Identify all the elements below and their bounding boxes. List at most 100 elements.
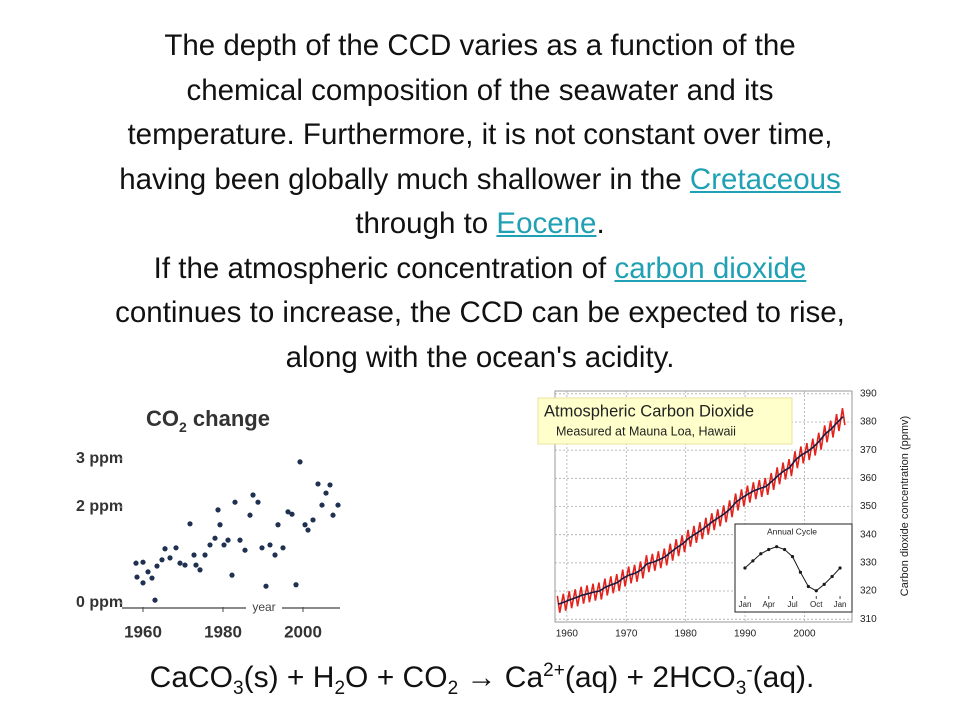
point [182,562,188,568]
y-tick-label: 360 [860,473,877,484]
subscript: 2 [179,419,187,435]
text: CO [146,406,179,431]
y-tick-label: 390 [860,388,877,399]
point [285,509,291,515]
point [250,492,256,498]
x-tick-label: Jul [787,600,797,609]
chart: 1960 1970 1980 1990 2000 310 320 330 340 350 360 37… [537,388,911,640]
point [315,481,321,487]
point [197,567,203,573]
text-line: continues to increase, the CCD can be ex… [0,291,960,336]
x-tick-label: 1970 [615,629,638,640]
y-tick-label: 320 [860,586,877,597]
superscript: - [746,660,753,681]
point [263,583,269,589]
point [149,575,155,581]
point [140,559,146,565]
link[interactable]: Eocene [496,207,597,240]
marker [798,570,803,574]
point [327,482,333,488]
subscript: 2 [447,678,459,699]
x-tick-label: Jan [834,600,847,609]
inset-frame [734,523,853,613]
point [302,522,308,528]
point [272,552,278,558]
point [193,562,199,568]
point [259,545,265,551]
point [152,597,158,603]
point [293,582,299,588]
title-box [537,397,793,445]
point [232,499,238,505]
point [267,542,273,548]
x-axis-label: year [252,600,275,614]
point [215,507,221,513]
link[interactable]: Cretaceous [689,162,841,196]
chart-title: CO2 change [146,406,270,435]
point [173,545,179,551]
y-tick-label: 330 [860,557,877,568]
marker [806,584,810,589]
text-line: having been globally much shallower in t… [0,158,960,203]
subscript: 2 [334,678,346,699]
text: along with the ocean's acidity. [285,340,675,374]
y-tick-label: 340 [860,529,877,540]
subscript: 3 [735,678,747,699]
text-line: If the atmospheric concentration of carb… [0,247,960,292]
text-line: through to Eocene. [0,202,960,247]
marker [822,582,826,586]
marker [790,555,795,559]
marker [743,566,747,570]
x-tick-label: Apr [763,600,776,609]
text: (aq) + 2HCO [564,661,736,694]
link[interactable]: carbon dioxide [614,251,807,285]
marker [751,559,755,563]
marker [767,547,771,552]
point [275,522,281,528]
text-line: temperature. Furthermore, it is not cons… [0,113,960,158]
y-tick-label: 310 [860,614,877,625]
point [280,545,286,551]
point [330,512,336,518]
y-tick-label: 2 ppm [76,498,123,515]
point [225,537,231,543]
point [242,547,248,553]
x-tick-label: 1960 [124,622,162,641]
y-tick-label: 370 [860,445,877,456]
marker [838,566,842,570]
text: O + CO [345,661,448,694]
point [140,580,146,586]
point [212,535,218,541]
point [145,569,151,575]
point [207,542,213,548]
superscript: 2+ [543,660,565,681]
equation: CaCO3(s) + H2O + CO2 → Ca2+(aq) + 2HCO3-… [0,660,960,700]
point [162,546,168,552]
point [187,521,193,527]
text: having been globally much shallower in t… [119,162,690,196]
chart: 1960 1980 2000 3 ppm 2 ppm 0 ppm year CO2 chang… [76,406,341,641]
point [323,490,329,496]
text-line: along with the ocean's acidity. [0,336,960,381]
y-tick-label: 350 [860,501,877,512]
x-tick-label: 2000 [284,622,322,641]
point [310,517,316,523]
chart-title: Atmospheric Carbon Dioxide [544,402,754,420]
y-tick-label: 380 [860,417,877,428]
point [134,574,140,580]
point [133,560,139,566]
point [297,459,303,465]
x-tick-label: 1980 [675,629,698,640]
point [229,572,235,578]
y-axis-label: Carbon dioxide concentration (ppmv) [899,416,911,596]
point [305,527,311,533]
marker [775,545,779,549]
body-text: The depth of the CCD varies as a functio… [0,24,960,380]
marker [759,552,763,556]
text: change [187,406,270,431]
x-tick-label: 2000 [793,629,816,640]
point [217,522,223,528]
point [167,555,173,561]
point [191,552,197,558]
